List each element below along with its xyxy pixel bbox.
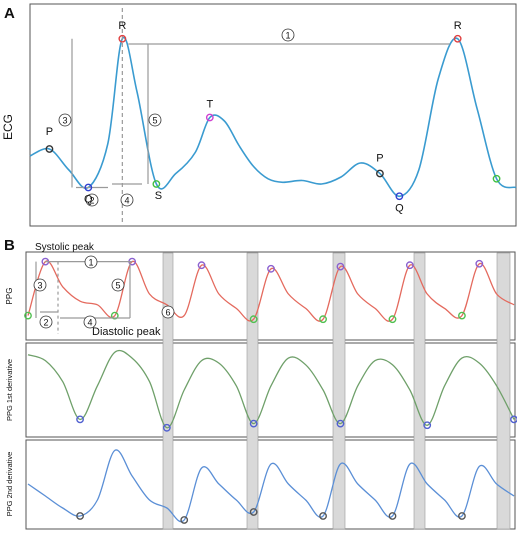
panel-a-label: A	[4, 5, 15, 22]
ppg-d2-waveform	[27, 449, 515, 523]
ppg-foot-marker-3	[249, 315, 258, 324]
diastolic-peak-label: Diastolic peak	[92, 326, 161, 338]
ppg-d2-min-marker-5	[388, 512, 397, 520]
p-wave-marker-2	[376, 169, 384, 178]
ppg-d1-min-marker-1	[76, 415, 84, 424]
p-wave-marker-1	[45, 145, 54, 153]
ppg-systolic-peak-marker-3	[197, 261, 206, 270]
ppg-interval-2-label-circle	[39, 315, 53, 329]
cycle-band-5	[496, 252, 511, 530]
ppg-d1-min-marker-3	[249, 419, 258, 428]
ppg-waveform	[27, 260, 515, 322]
ppg-foot-marker-1	[24, 311, 32, 320]
q-wave-marker-1	[84, 183, 93, 192]
ppg-interval-6-label: 6	[165, 308, 170, 318]
interval-2-label: 2	[89, 196, 94, 206]
ppg-d1-axis-label: PPG 1st derivative	[5, 359, 14, 421]
interval-1-label: 1	[285, 31, 290, 41]
ppg-d1-min-marker-6	[510, 415, 517, 424]
ppg-d2-plot-frame	[25, 439, 516, 530]
ppg-d1-plot-frame	[25, 342, 516, 438]
ppg-d2-min-marker-4	[319, 512, 327, 520]
ppg-systolic-peak-marker-5	[336, 262, 345, 271]
ppg-systolic-peak-marker-4	[267, 264, 275, 273]
ecg-axis-label: ECG	[1, 114, 15, 140]
ppg-interval-4-label: 4	[87, 318, 92, 328]
p-wave-label-1: P	[46, 126, 53, 138]
s-wave-label-1: S	[155, 190, 162, 202]
ppg-d2-min-marker-6	[458, 512, 466, 520]
ppg-d1-min-marker-5	[423, 421, 432, 430]
ppg-d2-min-marker-2	[180, 516, 189, 524]
ppg-interval-3-label-circle	[33, 278, 47, 292]
r-peak-marker-1	[118, 34, 127, 43]
ecg-chart: 1 2 3 4 5 P Q R S T P Q R	[29, 8, 517, 222]
q-wave-label-1: Q	[84, 194, 93, 206]
ppg-interval-5-label-circle	[111, 278, 125, 292]
ppg-interval-1-label-circle	[84, 255, 98, 269]
p-wave-label-2: P	[376, 153, 383, 165]
ppg-d1-waveform	[27, 349, 515, 429]
interval-3-label: 3	[62, 116, 67, 126]
cycle-band-4	[413, 252, 426, 530]
ppg-foot-marker-6	[458, 311, 466, 320]
ppg-interval-3-label: 3	[37, 281, 42, 291]
interval-5-label: 5	[152, 116, 157, 126]
cycle-band-2	[246, 252, 259, 530]
interval-3-label-circle	[58, 113, 72, 127]
cycle-shading	[162, 252, 511, 530]
ppg-interval-2-label: 2	[43, 318, 48, 328]
q-wave-label-2: Q	[395, 202, 404, 214]
ppg-d2-min-marker-3	[249, 508, 258, 516]
ppg-foot-marker-4	[319, 315, 327, 324]
r-peak-marker-2	[453, 34, 462, 43]
ppg-foot-marker-5	[388, 315, 397, 324]
panel-b-label: B	[4, 237, 15, 254]
r-peak-label-2: R	[454, 20, 462, 32]
interval-4-label: 4	[124, 196, 129, 206]
cycle-band-1	[162, 252, 174, 530]
systolic-peak-label: Systolic peak	[35, 242, 95, 253]
s-wave-marker-2	[492, 174, 501, 183]
ecg-plot-frame	[29, 3, 517, 227]
ppg-interval-6-label-circle	[161, 305, 175, 319]
ppg-plot-frame	[25, 251, 516, 341]
t-wave-label: T	[206, 99, 213, 111]
interval-2-label-circle	[85, 193, 99, 207]
ppg-interval-4-label-circle	[83, 315, 97, 329]
ppg-d1-min-marker-2	[162, 423, 171, 432]
ppg-foot-marker-2	[110, 311, 119, 320]
ppg-d2-min-marker-1	[76, 512, 84, 520]
ppg-interval-5-label: 5	[115, 281, 120, 291]
ppg-systolic-peak-marker-7	[475, 259, 484, 268]
interval-5-label-circle	[148, 113, 162, 127]
ecg-waveform	[29, 36, 517, 198]
cycle-band-3	[332, 252, 346, 530]
ppg-d1-min-marker-4	[336, 419, 345, 428]
r-peak-label-1: R	[118, 20, 126, 32]
ppg-d2-axis-label: PPG 2nd derivative	[5, 452, 14, 517]
interval-1-label-circle	[281, 28, 295, 42]
s-wave-marker-1	[152, 180, 161, 188]
ppg-axis-label: PPG	[5, 288, 14, 305]
ppg-systolic-peak-marker-6	[405, 261, 414, 270]
t-wave-marker	[205, 113, 214, 122]
ppg-chart: 1 2 3 4 5 6	[24, 255, 517, 524]
ppg-interval-1-label: 1	[88, 258, 93, 268]
q-wave-marker-2	[395, 192, 404, 201]
interval-4-label-circle	[120, 193, 134, 207]
